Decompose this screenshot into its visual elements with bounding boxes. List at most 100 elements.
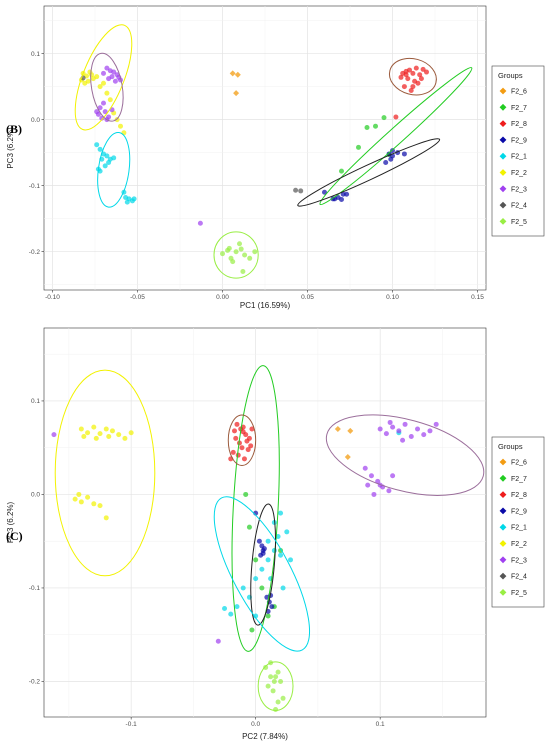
data-point [230, 449, 236, 455]
data-point [97, 431, 103, 437]
data-point [106, 433, 112, 439]
ellipse-f2-7 [319, 67, 473, 206]
legend-title: Groups [498, 71, 523, 80]
series-f2-4 [80, 75, 304, 194]
data-point [344, 191, 350, 197]
ellipse-f2-7 [231, 365, 280, 652]
data-point [78, 499, 84, 505]
data-point [245, 447, 251, 453]
data-point [101, 70, 106, 76]
x-tick-label: 0.10 [386, 294, 399, 301]
data-point [288, 557, 294, 563]
chart-panel-b: -0.10 -0.05 0.00 0.05 0.10 0.15 -0.2 -0.1 0.0 0.1… [6, 5, 545, 310]
x-tick-label: 0.05 [301, 294, 314, 301]
data-point [398, 74, 404, 80]
data-point [263, 664, 269, 670]
data-point [407, 67, 412, 73]
data-point [293, 187, 299, 193]
legend-swatch [499, 540, 507, 547]
data-point [234, 71, 241, 78]
y-tick-label: 0.1 [31, 51, 40, 58]
points-layer [78, 65, 429, 275]
y-tick-label: 0.0 [31, 492, 40, 499]
data-point [271, 678, 277, 684]
x-tick-label: -0.1 [126, 721, 138, 728]
ellipses-layer [74, 24, 473, 279]
x-tick-label: 0.0 [251, 721, 260, 728]
data-point [222, 606, 228, 612]
data-point [234, 421, 240, 427]
data-point [220, 251, 225, 257]
legend-label: F2_4 [511, 203, 527, 210]
legend-swatch [499, 507, 507, 515]
data-point [97, 146, 103, 152]
data-point [408, 433, 414, 439]
data-point [128, 430, 134, 436]
data-point [256, 538, 262, 544]
x-tick-label: 0.15 [471, 294, 484, 301]
data-point [377, 426, 383, 432]
data-point [89, 72, 95, 78]
data-point [122, 435, 128, 441]
legend-swatch [499, 589, 507, 596]
legend-label: F2_8 [511, 121, 527, 128]
legend-label: F2_7 [511, 476, 527, 483]
legend-title: Groups [498, 442, 523, 451]
data-point [400, 437, 406, 443]
y-tick-label: 0.0 [31, 117, 40, 124]
legend-label: F2_5 [511, 590, 527, 597]
series-f2-9 [253, 510, 275, 614]
data-point [415, 426, 421, 432]
data-point [415, 80, 421, 86]
data-point [243, 432, 249, 438]
x-axis-label: PC2 (7.84%) [242, 732, 288, 741]
data-point [373, 123, 378, 129]
data-point [233, 435, 239, 441]
x-tick-label: -0.10 [45, 294, 60, 301]
data-point [85, 430, 91, 436]
legend-swatch [499, 491, 507, 498]
data-point [116, 432, 122, 438]
legend-label: F2_2 [511, 170, 527, 177]
data-point [259, 566, 265, 572]
series-f2-6 [334, 425, 354, 461]
data-point [365, 482, 371, 488]
data-point [104, 65, 110, 71]
data-point [401, 84, 407, 90]
data-point [97, 168, 103, 174]
data-point [371, 491, 377, 497]
panel-label: (B) [6, 122, 22, 136]
data-point [387, 419, 393, 425]
data-point [103, 515, 109, 521]
legend-box [491, 436, 545, 608]
data-point [82, 80, 88, 86]
data-point [226, 245, 232, 251]
data-point [433, 421, 439, 427]
data-point [123, 195, 129, 201]
x-tick-label: 0.1 [376, 721, 385, 728]
data-point [280, 695, 286, 701]
grid [44, 328, 486, 717]
data-point [383, 431, 389, 437]
legend-swatch [499, 120, 507, 127]
data-point [118, 123, 123, 129]
legend-swatch [499, 523, 507, 531]
data-point [197, 220, 203, 226]
data-point [280, 585, 286, 591]
data-point [249, 426, 255, 432]
data-point [102, 109, 108, 115]
legend-label: F2_9 [511, 137, 527, 144]
y-axis-label: PC3 (6.2%) [6, 127, 15, 169]
ellipse-f2-3 [90, 52, 124, 122]
data-point [233, 249, 239, 255]
series-f2-7 [243, 491, 284, 633]
data-point [386, 488, 392, 494]
data-point [78, 426, 84, 432]
x-tick-label: -0.05 [130, 294, 145, 301]
data-point [111, 69, 117, 75]
legend-swatch [499, 218, 507, 225]
legend-swatch [499, 556, 507, 564]
legend-label: F2_7 [511, 105, 527, 112]
series-f2-8 [393, 65, 429, 120]
data-point [368, 473, 374, 479]
